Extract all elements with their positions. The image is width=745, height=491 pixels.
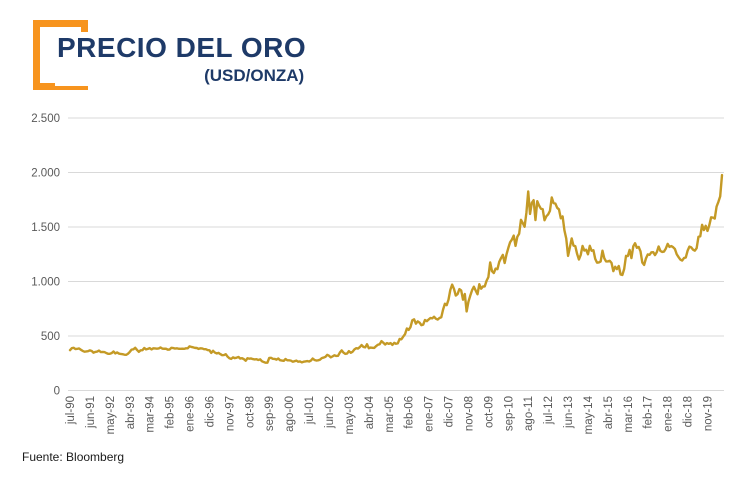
- x-axis-label: jun-13: [563, 396, 575, 429]
- x-axis-label: oct-09: [483, 396, 495, 428]
- x-axis-label: jul-01: [304, 396, 316, 425]
- y-axis-label: 0: [54, 386, 60, 398]
- page-subtitle: (USD/ONZA): [204, 66, 305, 85]
- x-axis-label: may-92: [105, 396, 117, 434]
- x-axis-label: may-03: [344, 396, 356, 434]
- x-axis-label: jun-02: [324, 396, 336, 429]
- y-axis-label: 1.000: [31, 277, 60, 289]
- x-axis-label: mar-16: [623, 396, 635, 432]
- x-axis-label: feb-17: [643, 396, 655, 429]
- x-axis-label: nov-97: [224, 396, 236, 431]
- x-axis-label: mar-05: [384, 396, 396, 432]
- x-axis-label: jun-91: [85, 396, 97, 429]
- x-axis-label: feb-06: [404, 396, 416, 429]
- x-axis-label: jul-90: [65, 396, 77, 425]
- y-axis-label: 1.500: [31, 222, 60, 234]
- x-axis-label: may-14: [583, 395, 595, 434]
- source-note: Fuente: Bloomberg: [22, 450, 125, 464]
- x-axis-label: dic-18: [683, 396, 695, 427]
- x-axis-label: ago-11: [523, 396, 535, 431]
- x-axis-label: abr-04: [364, 395, 376, 429]
- x-axis-label: nov-08: [463, 396, 475, 431]
- x-axis-label: oct-98: [244, 396, 256, 428]
- x-axis-label: abr-15: [603, 396, 615, 429]
- x-axis-label: feb-95: [165, 396, 177, 429]
- x-axis-label: ene-07: [424, 396, 436, 432]
- x-axis-label: sep-99: [264, 396, 276, 431]
- x-axis-label: sep-10: [503, 396, 515, 431]
- x-axis-label: dic-96: [204, 396, 216, 427]
- y-axis-label: 500: [41, 331, 60, 343]
- x-axis-label: ago-00: [284, 396, 296, 432]
- x-axis-label: dic-07: [444, 396, 456, 427]
- y-axis-label: 2.500: [31, 113, 60, 125]
- gold-price-series-line: [68, 173, 724, 364]
- x-axis-label: ene-18: [663, 396, 675, 432]
- y-axis-label: 2.000: [31, 168, 60, 180]
- x-axis-label: abr-93: [125, 396, 137, 429]
- page-title: PRECIO DEL ORO: [57, 32, 307, 63]
- x-axis-label: mar-94: [145, 395, 157, 432]
- x-axis-label: ene-96: [185, 396, 197, 432]
- x-axis-label: nov-19: [703, 396, 715, 431]
- x-axis-label: jul-12: [543, 396, 555, 425]
- chart-header: PRECIO DEL ORO (USD/ONZA): [55, 32, 311, 86]
